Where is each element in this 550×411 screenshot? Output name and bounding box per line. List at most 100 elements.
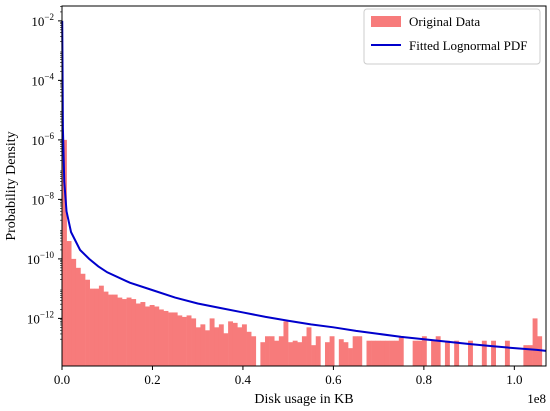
histogram-bar (237, 327, 243, 366)
histogram-bars (62, 139, 543, 366)
x-tick-label: 0.4 (235, 372, 252, 387)
histogram-bar (292, 340, 298, 366)
histogram-bar (172, 312, 178, 366)
y-tick-label: 10−6 (31, 131, 54, 148)
histogram-bar (329, 336, 335, 366)
histogram-bar (398, 336, 404, 366)
x-tick-label: 0.8 (416, 372, 432, 387)
histogram-bar (348, 348, 353, 366)
histogram-bar (431, 340, 437, 366)
histogram-bar (260, 342, 266, 366)
histogram-bar (98, 285, 104, 366)
histogram-bar (491, 340, 496, 366)
x-axis-scale-note: 1e8 (527, 391, 546, 406)
histogram-bar (283, 321, 289, 366)
histogram-bar (288, 342, 293, 366)
histogram-bar (94, 288, 100, 366)
histogram-bar (205, 330, 210, 366)
plot-frame (61, 5, 547, 367)
histogram-bar (209, 318, 215, 366)
histogram-bar (135, 303, 141, 366)
histogram-bar (218, 324, 224, 366)
histogram-bar (241, 324, 247, 366)
histogram-bar (371, 340, 377, 366)
legend-label-original-data: Original Data (409, 14, 480, 29)
histogram-bar (301, 336, 307, 366)
histogram-bar (66, 241, 72, 366)
x-tick-label: 0.0 (54, 372, 70, 387)
histogram-bar (468, 340, 473, 366)
x-axis-label: Disk usage in KB (254, 392, 353, 407)
y-tick-label: 10−2 (31, 12, 54, 29)
y-tick-label: 10−12 (27, 309, 54, 326)
histogram-bar (412, 340, 418, 366)
histogram-bar (421, 336, 427, 366)
y-tick-label: 10−8 (31, 190, 54, 207)
histogram-bar (311, 345, 317, 366)
histogram-bar (103, 291, 109, 366)
histogram-bar (532, 318, 538, 366)
histogram-bar (265, 336, 270, 366)
histogram-bar (154, 306, 160, 366)
x-tick-label: 1.0 (506, 372, 522, 387)
histogram-bar (191, 318, 197, 366)
histogram-bar (186, 315, 192, 366)
histogram-bar (163, 310, 169, 366)
histogram-bar (223, 333, 229, 366)
histogram-bar (89, 288, 95, 366)
histogram-bar (504, 340, 510, 366)
x-tick-label: 0.2 (144, 372, 160, 387)
histogram-bar (168, 312, 174, 366)
legend-label-fitted-lognormal: Fitted Lognormal PDF (409, 38, 527, 53)
histogram-bar (62, 139, 67, 366)
histogram-bar (80, 273, 86, 366)
histogram-bar (481, 340, 487, 366)
histogram-bar (158, 309, 164, 366)
histogram-bar (140, 302, 146, 366)
histogram-bar (228, 321, 234, 366)
fitted-lognormal-line (61, 20, 547, 352)
histogram-bar (384, 340, 390, 366)
histogram-bar (366, 340, 372, 366)
histogram-bar (394, 340, 400, 366)
histogram-bar (149, 305, 155, 366)
histogram-bar (278, 336, 284, 366)
x-tick-label: 0.6 (325, 372, 342, 387)
histogram-bar (343, 342, 349, 366)
histogram-bar (315, 336, 321, 366)
histogram-bar (71, 258, 77, 366)
y-tick-label: 10−4 (31, 71, 54, 88)
histogram-bar (380, 340, 386, 366)
histogram-bar (112, 294, 118, 366)
y-tick-label: 10−10 (27, 250, 55, 267)
histogram-bar (274, 340, 280, 366)
histogram-bar (297, 342, 303, 366)
histogram-bar (117, 297, 123, 366)
histogram-bar (246, 331, 252, 366)
histogram-bar (389, 340, 395, 366)
histogram-bar (357, 336, 363, 366)
histogram-bar (181, 316, 187, 366)
histogram-bar (269, 336, 275, 366)
histogram-bar (435, 336, 441, 366)
y-axis-label: Probability Density (4, 131, 19, 240)
histogram-bar (528, 345, 533, 366)
histogram-bar (145, 306, 150, 366)
legend: Original Data Fitted Lognormal PDF (363, 8, 541, 65)
histogram-bar (131, 299, 137, 366)
histogram-bar (126, 297, 132, 366)
histogram-bar (338, 339, 344, 366)
histogram-bar (177, 315, 183, 366)
histogram-bar (375, 340, 381, 366)
histogram-bar (200, 324, 206, 366)
histogram-bar (523, 345, 529, 366)
histogram-bar (108, 294, 114, 366)
histogram-bar (352, 336, 358, 366)
histogram-bar (85, 279, 90, 366)
histogram-bar (454, 340, 460, 366)
histogram-bar (75, 267, 81, 366)
x-axis-ticks: 0.0 0.2 0.4 0.6 0.8 1.0 (54, 366, 522, 387)
y-axis-ticks: 10−2 10−4 10−6 10−8 10−10 10−12 (27, 6, 62, 340)
histogram-bar (251, 336, 257, 366)
